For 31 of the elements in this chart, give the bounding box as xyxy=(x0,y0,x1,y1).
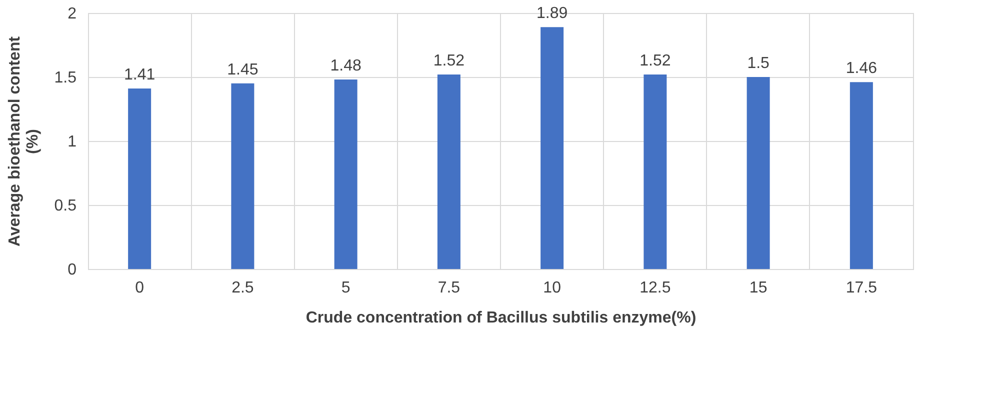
data-label: 1.41 xyxy=(124,66,156,84)
data-label: 1.48 xyxy=(330,58,362,75)
y-axis-title: Average bioethanol content (%) xyxy=(6,36,42,247)
y-tick-label: 1.5 xyxy=(54,70,77,86)
x-tick-label: 15 xyxy=(749,280,768,296)
bar xyxy=(128,88,152,269)
bar xyxy=(540,27,564,269)
x-tick-label: 12.5 xyxy=(640,280,671,296)
x-tick-label: 0 xyxy=(135,280,144,296)
data-label: 1.52 xyxy=(433,52,465,70)
data-label: 1.5 xyxy=(747,55,770,72)
y-tick-label: 0 xyxy=(68,262,77,278)
y-tick-label: 0.5 xyxy=(54,198,77,214)
x-tick-label: 17.5 xyxy=(846,280,878,296)
data-label: 1.52 xyxy=(640,52,671,70)
x-tick-label: 10 xyxy=(543,280,562,296)
data-label: 1.46 xyxy=(846,60,878,78)
bar xyxy=(334,80,358,269)
x-tick-label: 7.5 xyxy=(438,280,460,296)
y-tick-label: 1 xyxy=(68,134,77,150)
x-axis-title: Crude concentration of Bacillus subtilis enzyme(%) xyxy=(306,310,696,326)
y-tick-label: 2 xyxy=(68,6,77,22)
x-tick-label: 5 xyxy=(341,280,350,296)
bar xyxy=(644,74,667,269)
data-label: 1.45 xyxy=(227,61,258,78)
bar xyxy=(746,77,770,269)
bar xyxy=(231,83,254,269)
data-label: 1.89 xyxy=(536,5,568,22)
x-tick-label: 2.5 xyxy=(232,280,254,296)
bar xyxy=(437,74,460,269)
bar xyxy=(850,82,873,269)
